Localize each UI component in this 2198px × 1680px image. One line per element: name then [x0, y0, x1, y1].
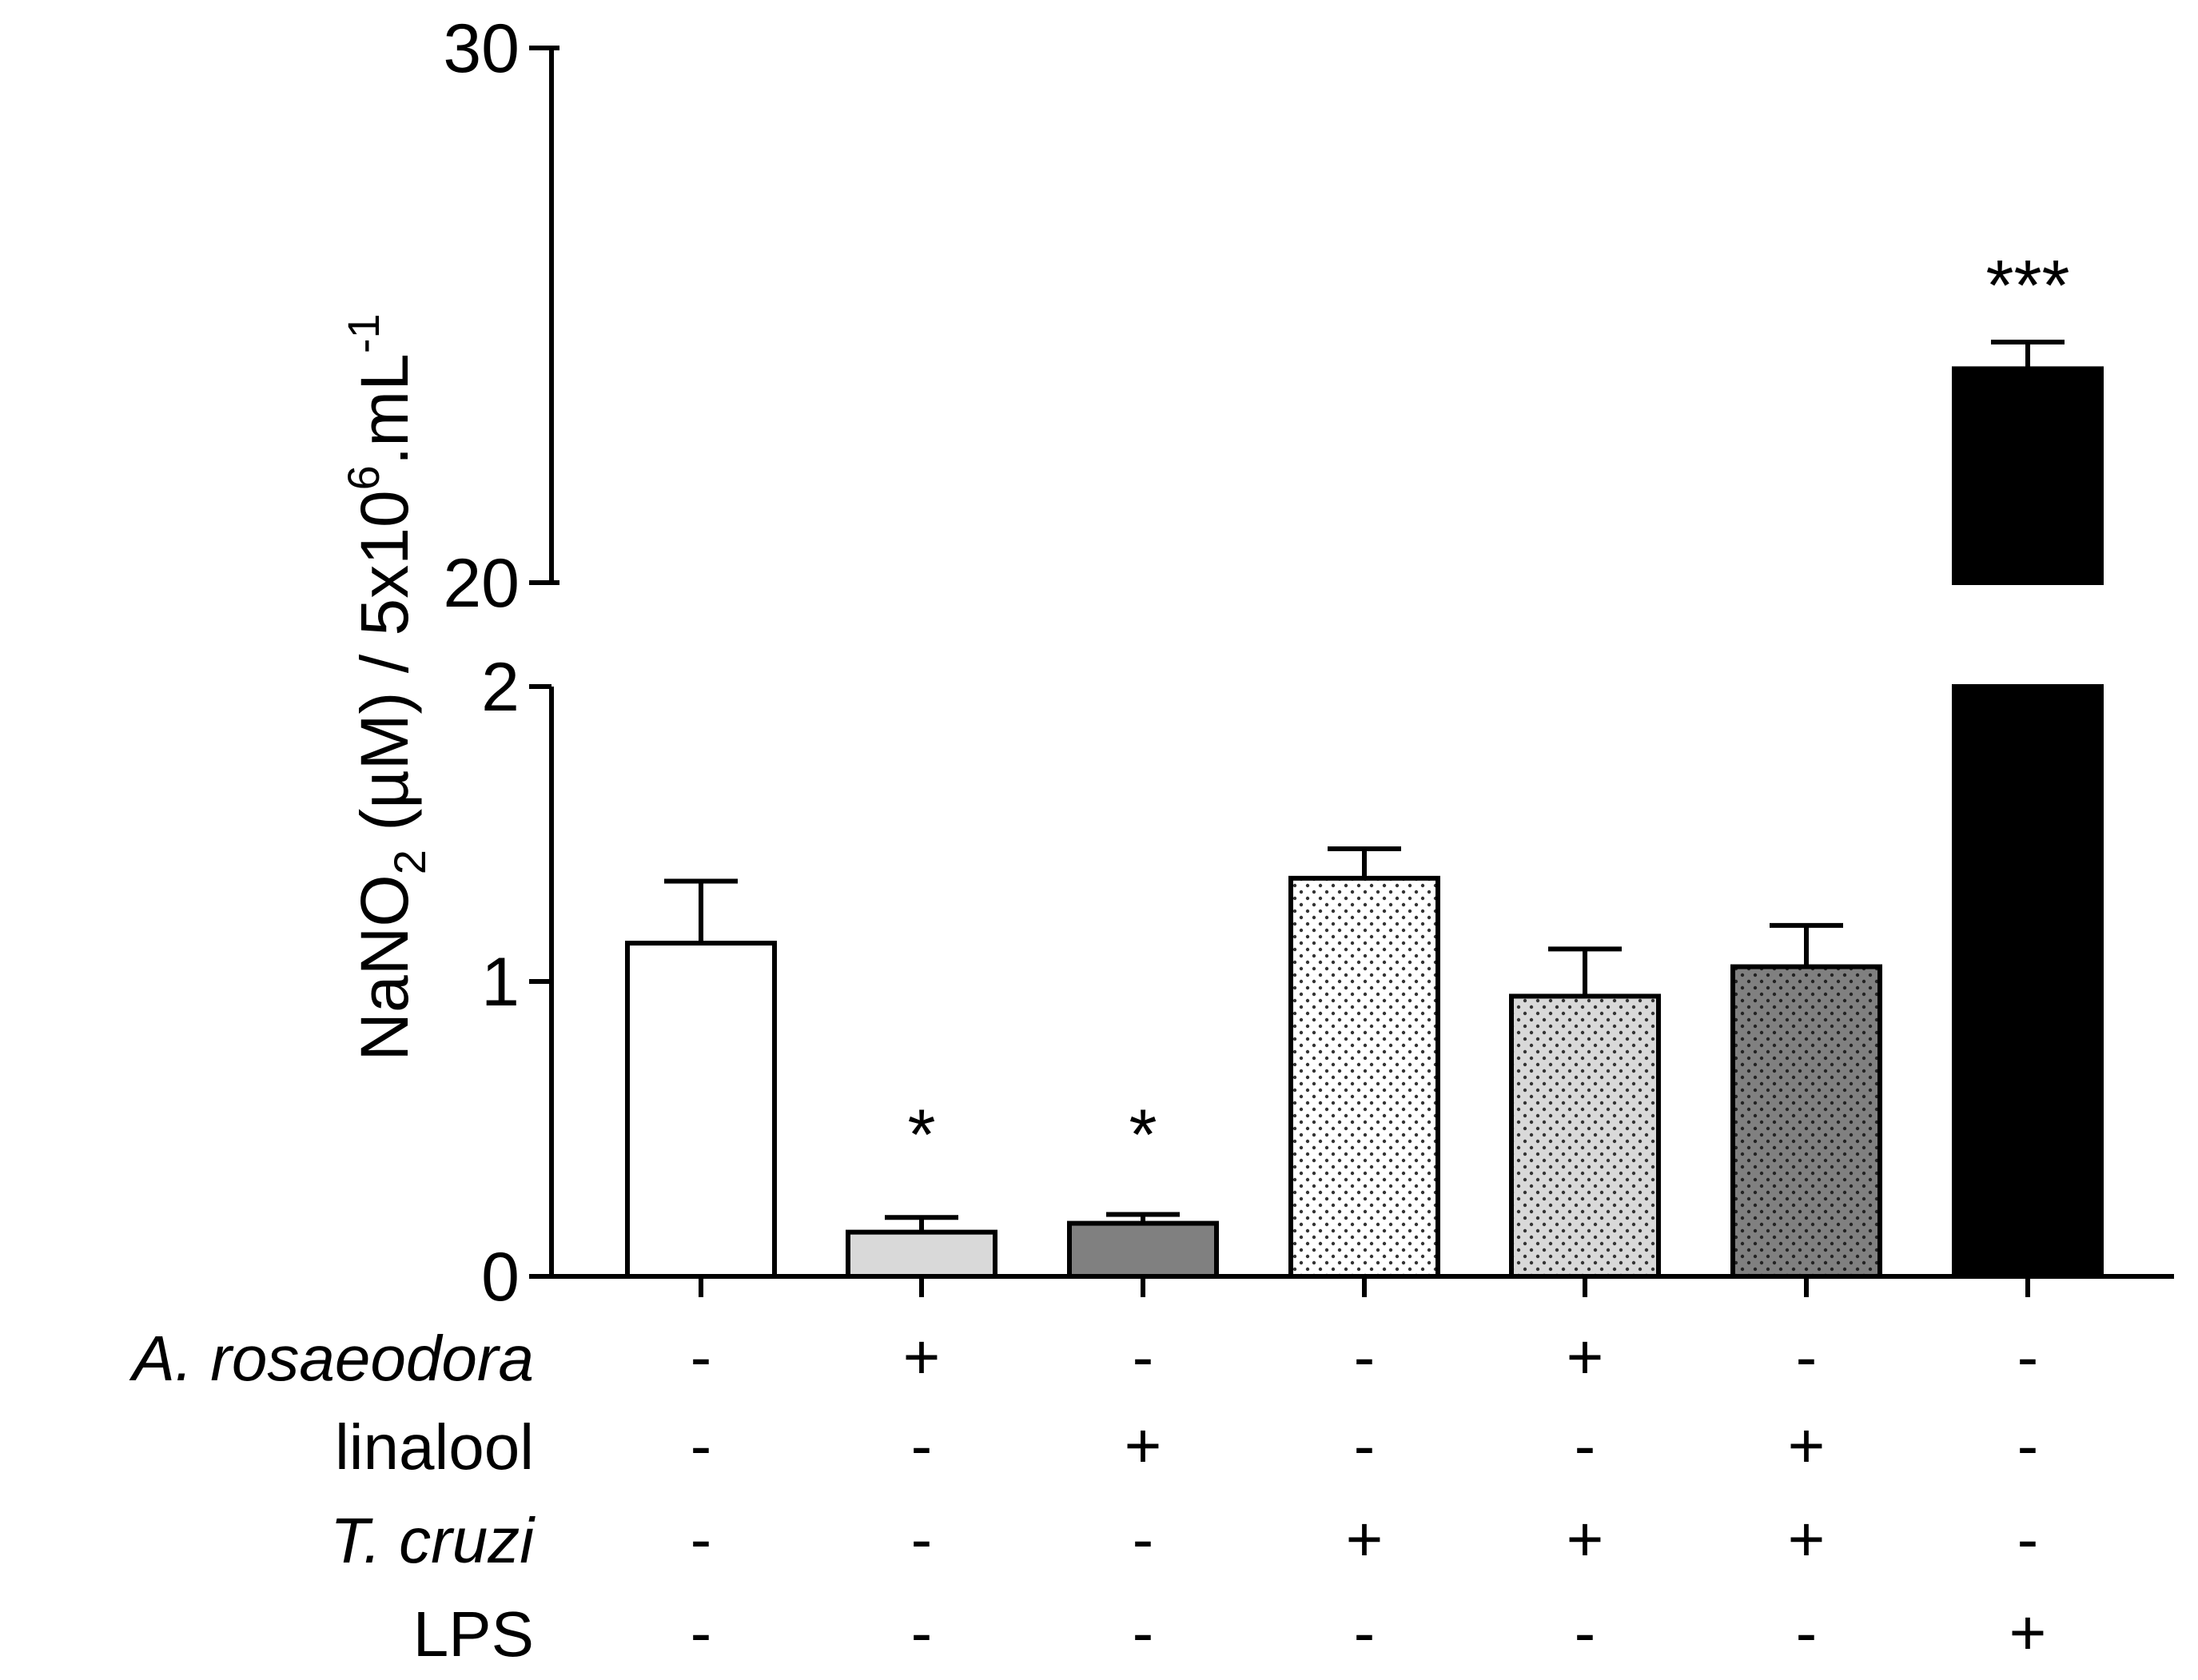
y-label-exp6: 6: [338, 465, 388, 490]
treatment-row-label: LPS: [413, 1598, 534, 1670]
treatment-sign: -: [911, 1503, 933, 1575]
treatment-sign: +: [1788, 1410, 1826, 1481]
treatment-sign: -: [691, 1410, 712, 1481]
significance-label: *: [907, 1096, 935, 1176]
treatment-sign: -: [1575, 1410, 1596, 1481]
bar: [1730, 964, 1882, 1280]
axes: 0 1 2 20 30: [443, 10, 2174, 1316]
significance-label: ***: [1985, 246, 2069, 326]
bars-group: * ****: [625, 246, 2104, 1280]
y-tick-label: 2: [481, 649, 520, 726]
treatment-sign: +: [2009, 1597, 2047, 1668]
treatment-sign: -: [1796, 1597, 1818, 1668]
y-label-main: NaNO: [347, 874, 422, 1061]
treatment-sign: -: [2017, 1321, 2039, 1392]
bar-lower-segment: [1952, 684, 2104, 1279]
bar: [846, 1229, 997, 1280]
treatment-sign: +: [1567, 1503, 1604, 1575]
treatment-sign: -: [691, 1503, 712, 1575]
treatment-sign: +: [903, 1321, 941, 1392]
bar: [1067, 1220, 1219, 1279]
y-tick-label: 30: [443, 10, 520, 87]
treatment-sign: -: [1133, 1321, 1154, 1392]
y-tick-label: 0: [481, 1239, 520, 1316]
treatment-sign: -: [1133, 1597, 1154, 1668]
bar: [1288, 875, 1440, 1279]
treatment-sign: -: [1354, 1597, 1376, 1668]
treatment-sign: -: [1133, 1503, 1154, 1575]
treatment-sign: -: [1354, 1410, 1376, 1481]
y-tick-label: 1: [481, 944, 520, 1021]
treatment-row-label: T. cruzi: [330, 1505, 536, 1576]
y-label-sub: 2: [384, 850, 435, 874]
treatment-row-label: linalool: [335, 1411, 534, 1483]
treatment-sign: -: [911, 1597, 933, 1668]
treatment-table: A. rosaeodora - + - - + - - linalool - - + - - + - T. cr…: [129, 1321, 2046, 1670]
treatment-sign: -: [911, 1410, 933, 1481]
bar: [625, 941, 777, 1280]
treatment-sign: -: [2017, 1503, 2039, 1575]
treatment-row-label: A. rosaeodora: [129, 1323, 534, 1394]
y-label-exp-neg1: -1: [338, 313, 388, 353]
treatment-sign: +: [1125, 1410, 1162, 1481]
treatment-sign: -: [1575, 1597, 1596, 1668]
treatment-sign: -: [1796, 1321, 1818, 1392]
y-label-unit: (µM) / 5x10: [347, 490, 422, 850]
treatment-sign: -: [2017, 1410, 2039, 1481]
treatment-sign: -: [691, 1321, 712, 1392]
y-tick-label: 20: [443, 545, 520, 622]
y-axis-label: NaNO2 (µM) / 5x106.mL-1: [338, 313, 435, 1061]
significance-label: *: [1129, 1096, 1157, 1176]
treatment-sign: -: [1354, 1321, 1376, 1392]
treatment-sign: +: [1567, 1321, 1604, 1392]
y-label-mid: .mL: [347, 353, 422, 465]
treatment-sign: +: [1788, 1503, 1826, 1575]
bar: [1509, 993, 1661, 1279]
treatment-sign: +: [1346, 1503, 1384, 1575]
treatment-sign: -: [691, 1597, 712, 1668]
bar-upper-segment: [1952, 366, 2104, 585]
